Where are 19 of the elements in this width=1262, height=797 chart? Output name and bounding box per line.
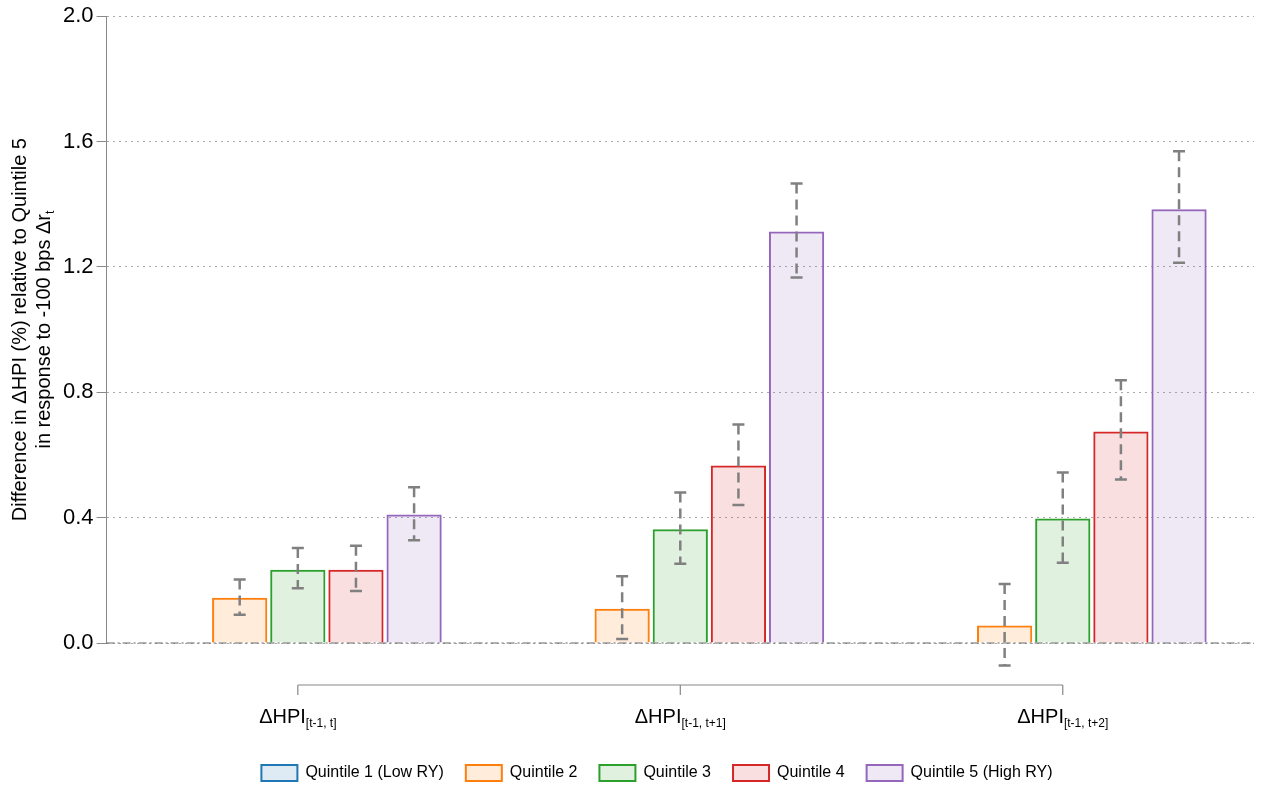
bar [328, 569, 384, 643]
legend-label: Quintile 3 [643, 763, 712, 781]
bar [710, 465, 767, 643]
y-tick-label: 1.2 [62, 252, 94, 278]
bar [1093, 431, 1149, 643]
bar [1151, 209, 1207, 643]
legend-label: Quintile 5 (High RY) [910, 763, 1053, 781]
y-tick-label: 0.0 [62, 629, 94, 655]
y-axis-title: Difference in ΔHPI (%) relative to Quintile 5 in response to -100 bps Δrt [7, 138, 58, 522]
y-tick-label: 2.0 [62, 2, 94, 28]
bar [768, 231, 825, 643]
bar [270, 569, 326, 643]
y-tick-label: 0.8 [62, 378, 94, 404]
y-tick-label: 1.6 [62, 127, 94, 153]
legend-label: Quintile 2 [509, 763, 578, 781]
legend-label: Quintile 4 [777, 763, 845, 781]
legend-label: Quintile 1 (Low RY) [305, 763, 444, 781]
y-tick-label: 0.4 [62, 503, 94, 529]
bar [386, 514, 442, 643]
